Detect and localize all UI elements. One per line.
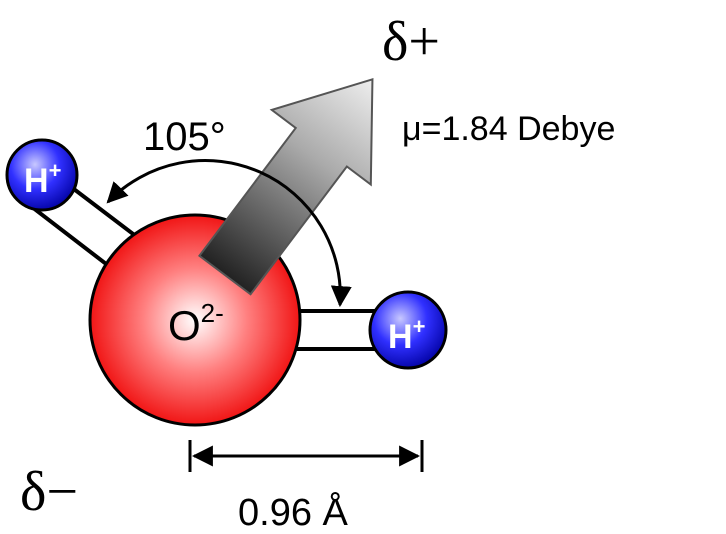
angle-arc	[106, 159, 352, 308]
charge: +	[49, 158, 62, 183]
atom-label: O2-	[168, 298, 224, 349]
dipole-moment: μ=1.84 Debye	[402, 110, 615, 148]
hydrogen-atom	[368, 290, 448, 370]
atom-label: H+	[24, 158, 61, 200]
positive-pole: δ+	[382, 11, 440, 73]
charge: +	[413, 314, 426, 339]
hydrogen-atom	[5, 138, 79, 212]
charge: 2-	[201, 298, 224, 328]
atom-label: H+	[388, 314, 425, 356]
negative-pole: δ−	[20, 461, 78, 523]
element: O	[168, 302, 201, 349]
bond-length: 0.96 Å	[238, 490, 349, 534]
bond-angle: 105°	[143, 115, 226, 159]
element: H	[388, 318, 413, 356]
element: H	[24, 162, 49, 200]
